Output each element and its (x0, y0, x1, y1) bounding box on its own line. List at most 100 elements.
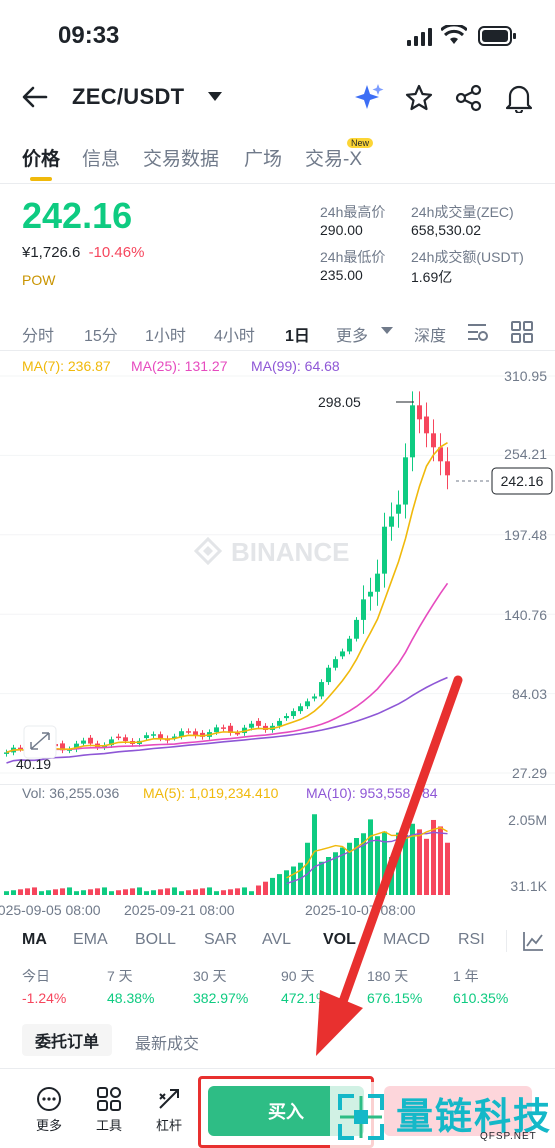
volume-bar (46, 890, 51, 895)
candle (403, 457, 408, 505)
vol-label: Vol: 36,255.036 (22, 785, 120, 801)
volume-bar (81, 890, 86, 895)
indicator-macd[interactable]: MACD (383, 931, 431, 948)
perf-label: 今日 (22, 968, 50, 984)
tab-trading-data[interactable]: 交易数据 (143, 149, 220, 170)
candle (284, 716, 289, 719)
back-arrow-icon[interactable] (22, 86, 48, 108)
candlestick-chart[interactable]: BINANCE 298.05 40.19 242.16 (0, 372, 555, 784)
interval-depth[interactable]: 深度 (414, 328, 447, 345)
caret-down-icon[interactable] (208, 92, 222, 102)
perf-label: 90 天 (281, 968, 315, 984)
wifi-icon (441, 25, 467, 44)
candle (347, 638, 352, 652)
volume-bar (249, 891, 254, 895)
candle (60, 743, 65, 751)
volume-bar (60, 888, 65, 895)
candle (144, 735, 149, 739)
candle (242, 727, 247, 734)
divider (0, 350, 555, 351)
candle (410, 405, 415, 458)
share-icon[interactable] (455, 84, 483, 112)
volume-bar (326, 857, 331, 895)
brand-watermark: 量链科技 QFSP.NET (330, 1082, 555, 1148)
pair-title[interactable]: ZEC/USDT (72, 84, 185, 109)
more-dots-icon (37, 1087, 61, 1111)
volume-bar (424, 838, 429, 895)
indicator-ma[interactable]: MA (22, 931, 47, 948)
tab-latest-trades[interactable]: 最新成交 (135, 1036, 200, 1053)
volume-value: 658,530.02 (411, 222, 482, 238)
vol-ma10-label: MA(10): 953,558.684 (306, 785, 438, 801)
volume-bar (18, 889, 23, 895)
candle (81, 740, 86, 744)
low-marker-label: 40.19 (16, 756, 51, 772)
tab-open-orders[interactable]: 委托订单 (22, 1024, 112, 1056)
grid-layout-icon[interactable] (511, 321, 533, 343)
volume-bar (179, 891, 184, 895)
leverage-label: 杠杆 (155, 1118, 182, 1133)
volume-bar (88, 889, 93, 895)
interval-timeshare[interactable]: 分时 (22, 328, 55, 345)
tab-price[interactable]: 价格 (22, 149, 61, 170)
volume-bar (403, 835, 408, 895)
candle (305, 701, 310, 707)
interval-1d[interactable]: 1日 (285, 328, 310, 345)
indicator-vol[interactable]: VOL (323, 931, 356, 948)
ma99-line (6, 676, 448, 764)
bell-icon[interactable] (506, 83, 532, 113)
indicator-avl[interactable]: AVL (262, 931, 292, 948)
volume-bar (102, 887, 107, 895)
pow-tag[interactable]: POW (22, 272, 56, 288)
volume-bar (270, 877, 275, 895)
interval-1h[interactable]: 1小时 (145, 328, 186, 345)
tab-trade-x[interactable]: 交易-X (305, 149, 363, 170)
indicator-settings-icon[interactable] (466, 321, 490, 343)
fullscreen-icon[interactable] (23, 725, 57, 759)
low-label: 24h最低价 (320, 249, 386, 265)
volume-chart[interactable] (0, 805, 555, 897)
tab-square[interactable]: 广场 (244, 149, 283, 170)
more-button[interactable]: 更多 (30, 1086, 68, 1134)
volume-bar (389, 857, 394, 895)
volume-bar (214, 891, 219, 895)
tools-label: 工具 (95, 1118, 122, 1133)
ai-sparkle-icon[interactable] (355, 82, 385, 112)
interval-15m[interactable]: 15分 (84, 328, 118, 345)
candle (4, 752, 9, 754)
volume-bar (137, 887, 142, 895)
amount-value: 1.69亿 (411, 269, 453, 285)
candle (417, 405, 422, 420)
candle (445, 461, 450, 476)
candle (228, 725, 233, 733)
leverage-button[interactable]: 杠杆 (150, 1086, 188, 1134)
x-tick: 2025-09-05 08:00 (0, 902, 101, 918)
candle (158, 734, 163, 739)
volume-bar (109, 891, 114, 895)
candle (382, 526, 387, 574)
volume-bar (53, 889, 58, 895)
indicator-sar[interactable]: SAR (204, 931, 237, 948)
perf-value: 610.35% (453, 990, 509, 1006)
interval-4h[interactable]: 4小时 (214, 328, 255, 345)
high-marker-label: 298.05 (318, 394, 361, 410)
candle (333, 659, 338, 668)
star-icon[interactable] (405, 84, 433, 112)
indicator-rsi[interactable]: RSI (458, 931, 485, 948)
volume-bar (396, 832, 401, 895)
tools-button[interactable]: 工具 (90, 1086, 128, 1134)
volume-bar (256, 885, 261, 895)
perf-value: -1.24% (22, 990, 67, 1006)
indicator-ema[interactable]: EMA (73, 931, 108, 948)
candle (396, 504, 401, 514)
candle (256, 720, 261, 726)
sub-price: ¥1,726.6 -10.46% (22, 244, 144, 261)
chart-indicator-icon[interactable] (522, 930, 544, 952)
candle (235, 732, 240, 735)
low-value: 235.00 (320, 267, 363, 283)
interval-more[interactable]: 更多 (336, 328, 369, 345)
tab-info[interactable]: 信息 (82, 149, 121, 170)
current-price-box (491, 467, 553, 495)
indicator-boll[interactable]: BOLL (135, 931, 176, 948)
volume-bar (74, 891, 79, 895)
